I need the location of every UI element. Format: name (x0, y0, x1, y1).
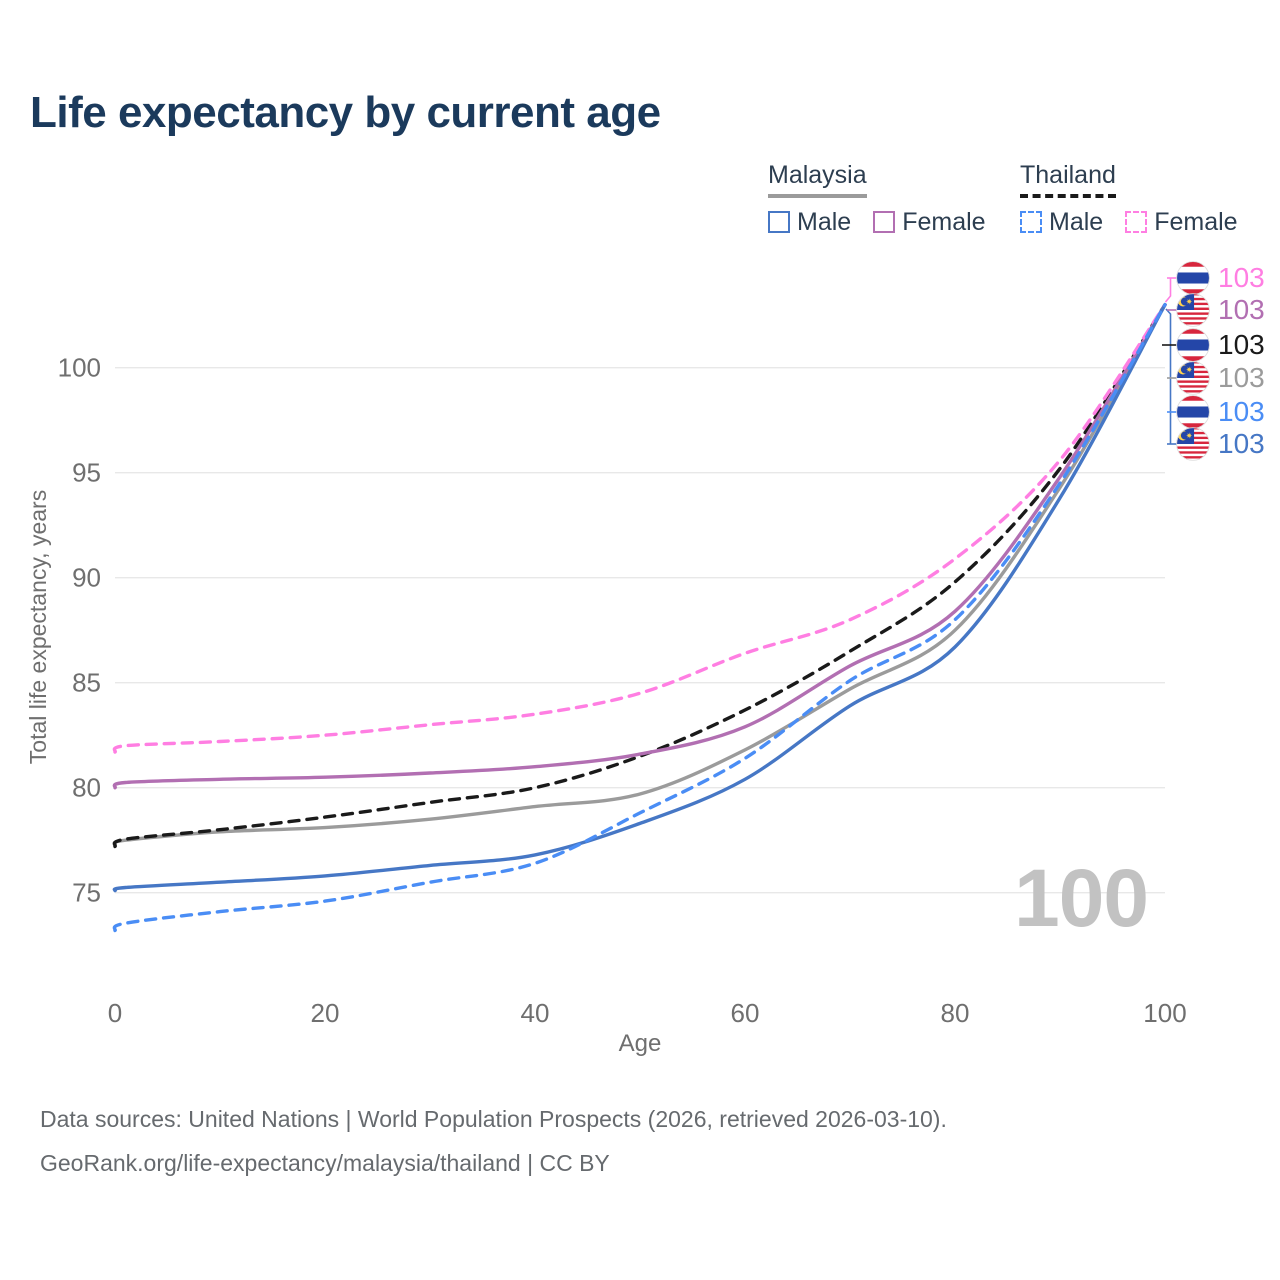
legend-group-thailand: Thailand Male Female (1020, 161, 1260, 237)
x-tick-label: 80 (941, 998, 970, 1028)
legend-item-thailand-female[interactable]: Female (1125, 207, 1238, 237)
legend-item-label: Female (1154, 207, 1238, 236)
leader-line (1164, 278, 1172, 303)
series-line-thailand-male (112, 303, 1167, 933)
legend-item-thailand-male[interactable]: Male (1020, 208, 1103, 237)
thailand-male-swatch-icon (1020, 211, 1042, 233)
y-axis-title: Total life expectancy, years (25, 490, 51, 764)
malaysia-flag-icon (1176, 361, 1210, 395)
end-label-value: 103 (1218, 396, 1265, 427)
end-label-value: 103 (1218, 428, 1265, 459)
watermark-age-counter: 100 (1014, 853, 1149, 944)
end-label-thailand-male: 103 (1176, 395, 1265, 429)
y-tick-label: 100 (58, 353, 101, 383)
end-label-malaysia-female: 103 (1176, 293, 1265, 327)
end-label-malaysia: 103 (1176, 361, 1265, 395)
leader-line (1165, 308, 1172, 444)
end-label-thailand-female: 103 (1176, 261, 1265, 295)
x-tick-label: 20 (311, 998, 340, 1028)
legend-header-thailand[interactable]: Thailand (1020, 161, 1116, 198)
footer: Data sources: United Nations | World Pop… (40, 1106, 947, 1194)
thailand-female-swatch-icon (1125, 211, 1148, 233)
legend-item-label: Male (1049, 207, 1104, 236)
x-tick-label: 100 (1143, 998, 1186, 1028)
malaysia-flag-icon (1176, 293, 1210, 327)
footer-attribution-link: GeoRank.org/life-expectancy/malaysia/tha… (40, 1150, 610, 1176)
legend-header-malaysia[interactable]: Malaysia (768, 161, 867, 198)
thailand-flag-icon (1176, 395, 1210, 429)
legend-item-malaysia-male[interactable]: Male (768, 208, 851, 237)
end-label-value: 103 (1218, 294, 1265, 325)
legend-item-label: Female (902, 207, 986, 236)
footer-data-sources: Data sources: United Nations | World Pop… (40, 1106, 947, 1132)
y-tick-label: 85 (72, 668, 101, 698)
series-line-malaysia-male (112, 303, 1167, 893)
legend-item-label: Male (797, 207, 852, 236)
end-label-malaysia-male: 103 (1176, 427, 1265, 461)
series-line-malaysia-female (112, 303, 1167, 790)
page-title: Life expectancy by current age (30, 88, 661, 137)
end-label-thailand: 103 (1176, 328, 1265, 362)
x-tick-label: 60 (731, 998, 760, 1028)
y-tick-label: 90 (72, 563, 101, 593)
x-axis-title: Age (619, 1030, 662, 1057)
end-label-value: 103 (1218, 329, 1265, 360)
y-tick-label: 75 (72, 878, 101, 908)
legend-group-malaysia: Malaysia Male Female (768, 161, 1008, 237)
end-label-value: 103 (1218, 362, 1265, 393)
x-tick-label: 40 (521, 998, 550, 1028)
legend-item-malaysia-female[interactable]: Female (873, 207, 986, 237)
series-line-thailand-female (112, 303, 1167, 754)
malaysia-male-swatch-icon (768, 211, 790, 233)
y-tick-label: 80 (72, 773, 101, 803)
x-tick-label: 0 (108, 998, 122, 1028)
thailand-flag-icon (1176, 328, 1210, 362)
series-line-thailand (112, 303, 1167, 849)
malaysia-female-swatch-icon (873, 211, 896, 233)
end-label-value: 103 (1218, 262, 1265, 293)
malaysia-flag-icon (1176, 427, 1210, 461)
y-tick-label: 95 (72, 458, 101, 488)
series-line-malaysia (112, 303, 1167, 847)
thailand-flag-icon (1176, 261, 1210, 295)
